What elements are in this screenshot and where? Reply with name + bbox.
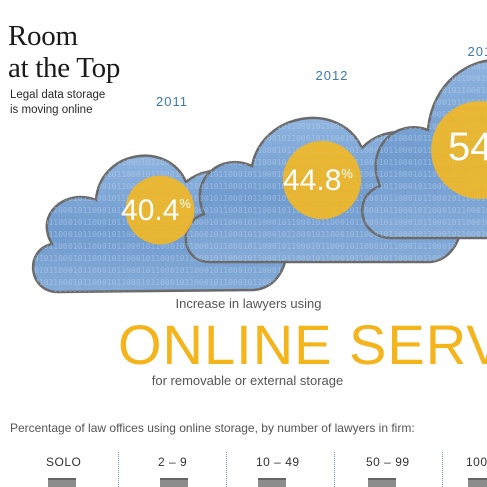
storage-box-icon xyxy=(160,478,188,487)
section-intro: Increase in lawyers using xyxy=(175,296,322,311)
storage-box-icon xyxy=(368,478,396,487)
value-circle-2013 xyxy=(431,101,487,199)
firm-size-label: 10 – 49 xyxy=(256,455,300,469)
cloud-2013 xyxy=(361,59,487,240)
year-label-2013: 2013 xyxy=(468,44,487,59)
firm-size-label: SOLO xyxy=(46,455,82,469)
storage-box-icon xyxy=(468,478,487,487)
section-headline: ONLINE SERVIC xyxy=(118,313,487,376)
section-subline: for removable or external storage xyxy=(151,373,344,388)
firm-size-label: 2 – 9 xyxy=(158,455,188,469)
firm-size-label: 100 xyxy=(466,455,487,469)
year-label-2012: 2012 xyxy=(316,68,349,83)
storage-box-icon xyxy=(258,478,286,487)
column-divider xyxy=(334,452,335,487)
value-unit-2011: % xyxy=(179,196,191,211)
subtitle-line-2: is moving online xyxy=(10,104,93,116)
page-title: Room at the Top xyxy=(8,20,120,84)
title-line-2: at the Top xyxy=(8,52,121,84)
year-label-2011: 2011 xyxy=(156,94,188,109)
column-divider xyxy=(118,452,119,487)
value-circle-2011 xyxy=(125,175,195,245)
firm-size-label: 50 – 99 xyxy=(366,455,410,469)
subtitle-line-1: Legal data storage xyxy=(10,89,106,101)
storage-box-icon xyxy=(48,478,76,487)
value-circle-2012 xyxy=(282,140,362,220)
page-subtitle: Legal data storage is moving online xyxy=(10,88,105,118)
column-divider xyxy=(442,452,443,487)
firm-size-caption: Percentage of law offices using online s… xyxy=(10,421,415,435)
value-unit-2012: % xyxy=(341,166,353,181)
title-line-1: Room xyxy=(8,20,78,52)
column-divider xyxy=(226,452,227,487)
value-label-2013: 54% xyxy=(448,125,487,169)
